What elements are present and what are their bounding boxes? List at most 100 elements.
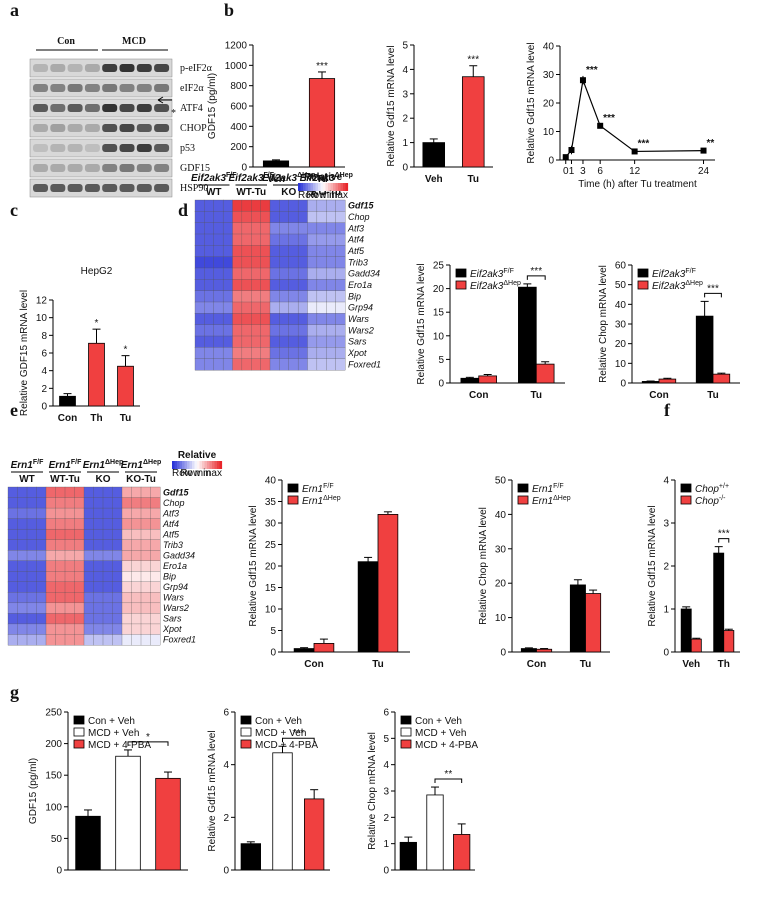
heatmap-cell — [232, 233, 243, 246]
heatmap-cell — [131, 634, 142, 646]
heatmap-cell — [17, 613, 28, 625]
significance-label: *** — [638, 139, 650, 150]
heatmap-cell — [121, 518, 132, 530]
heatmap-cell — [194, 335, 205, 348]
column-label-sup: ΔHep — [297, 172, 315, 179]
column-label-sup: ΔHep — [143, 459, 161, 466]
legend-gradient — [323, 183, 326, 191]
bar — [313, 643, 335, 653]
blot-band — [119, 164, 135, 172]
column-label: Eif2ak3ΔHep — [262, 172, 315, 184]
heatmap-cell — [213, 290, 224, 303]
blot-band — [50, 164, 66, 172]
x-tick-label: 3 — [580, 166, 586, 177]
significance-label: ** — [707, 138, 715, 149]
y-tick-label: 40 — [265, 476, 277, 487]
heatmap-cell — [260, 233, 271, 246]
column-sublabel: KO — [281, 187, 296, 198]
y-tick-label: 8 — [41, 331, 47, 342]
heatmap-cell — [288, 222, 299, 235]
bar — [695, 315, 714, 384]
heatmap-cell — [17, 497, 28, 509]
heatmap-cell — [241, 245, 252, 258]
blot-band — [136, 184, 152, 192]
heatmap-cell — [7, 613, 18, 625]
heatmap-cell — [307, 279, 318, 292]
y-axis-label: Relative Chop mRNA level — [367, 732, 378, 850]
row-label: Chop — [348, 212, 370, 222]
heatmap-cell — [17, 539, 28, 551]
heatmap-cell — [241, 222, 252, 235]
row-label: Ero1a — [163, 561, 187, 571]
legend-label: Ern1F/F — [532, 483, 564, 495]
blot-band — [136, 84, 152, 92]
legend-swatch — [517, 483, 529, 493]
heatmap-cell — [93, 528, 104, 541]
legend-swatch — [240, 739, 252, 749]
y-tick-label: 5 — [438, 355, 444, 366]
heatmap-cell — [222, 358, 233, 371]
heatmap-cell — [213, 199, 224, 212]
heatmap-cell — [279, 211, 290, 224]
significance-label: *** — [586, 65, 598, 76]
heatmap-cell — [26, 497, 37, 509]
x-tick-label: Tu — [316, 174, 327, 185]
heatmap-cell — [140, 539, 151, 551]
heatmap-cell — [288, 199, 299, 212]
heatmap-cell — [204, 199, 215, 212]
heatmap-cell — [64, 528, 75, 541]
heatmap-cell — [102, 539, 113, 551]
heatmap-cell — [55, 560, 66, 572]
heatmap-cell — [204, 313, 215, 326]
heatmap-cell — [232, 358, 243, 371]
blot-band — [136, 144, 152, 152]
heatmap-cell — [7, 507, 18, 520]
heatmap-cell — [260, 211, 271, 224]
heatmap-cell — [93, 518, 104, 530]
heatmap-cell — [102, 581, 113, 593]
legend-gradient — [187, 461, 190, 469]
heatmap-cell — [297, 233, 308, 246]
y-tick-label: 50 — [615, 280, 627, 291]
blot-band — [136, 124, 152, 132]
legend-gradient — [177, 461, 180, 469]
row-label: Gadd34 — [348, 269, 380, 279]
heatmap-cell — [204, 279, 215, 292]
y-tick-label: 2 — [663, 562, 669, 573]
legend-gradient — [214, 461, 218, 469]
heatmap-cell — [335, 301, 346, 314]
blot-band — [119, 64, 135, 72]
heatmap-cell — [222, 301, 233, 314]
y-tick-label: 15 — [265, 583, 277, 594]
column-label-name: Eif2ak3 — [228, 173, 263, 184]
heatmap-cell — [213, 347, 224, 360]
heatmap-cell — [93, 550, 104, 562]
x-tick-label: Con — [58, 413, 77, 424]
legend-swatch — [73, 727, 85, 737]
y-tick-label: 800 — [230, 81, 247, 92]
y-tick-label: 6 — [223, 708, 229, 719]
heatmap-cell — [335, 211, 346, 224]
legend-label-sup: F/F — [553, 483, 564, 490]
blot-band — [154, 64, 170, 72]
heatmap-cell — [55, 486, 66, 498]
legend-swatch — [287, 495, 299, 505]
heatmap-cell — [83, 518, 94, 530]
heatmap-cell — [279, 358, 290, 371]
heatmap-cell — [150, 581, 161, 593]
band-label: HSP90 — [180, 183, 208, 194]
heatmap-cell — [213, 233, 224, 246]
heatmap-cell — [121, 602, 132, 614]
y-tick-label: 2 — [402, 114, 408, 125]
heatmap-cell — [102, 497, 113, 509]
column-label-sup: F/F — [71, 459, 82, 466]
legend-gradient — [300, 183, 304, 191]
heatmap-cell — [194, 324, 205, 337]
heatmap-cell — [150, 528, 161, 541]
bar — [426, 794, 444, 871]
x-axis-label: Time (h) after Tu treatment — [578, 179, 697, 190]
heatmap-cell — [26, 550, 37, 562]
heatmap-cell — [131, 550, 142, 562]
legend-gradient — [207, 461, 210, 469]
heatmap-cell — [288, 324, 299, 337]
